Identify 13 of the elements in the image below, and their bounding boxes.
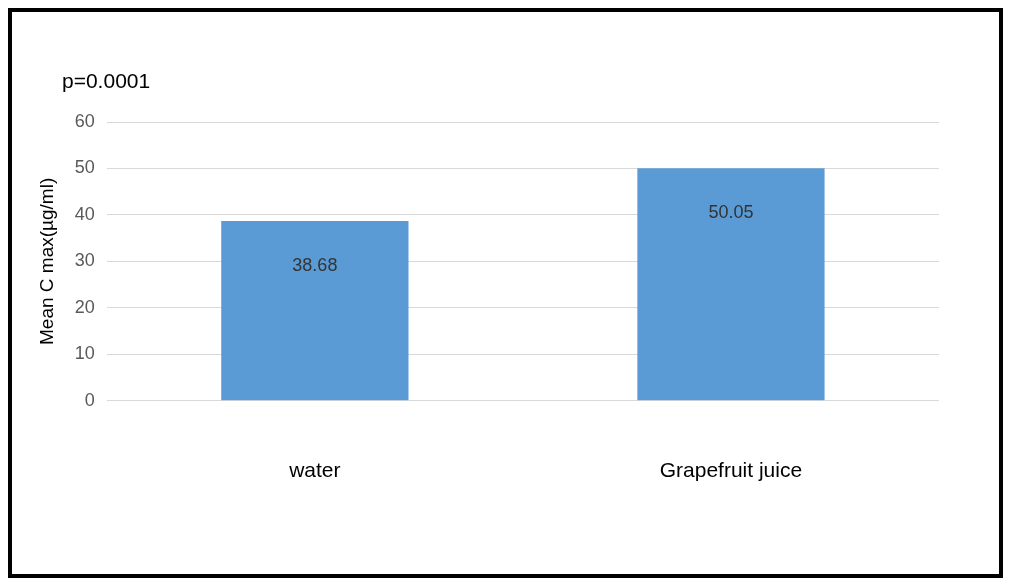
y-tick-label: 40 bbox=[74, 203, 95, 224]
y-tick-label: 60 bbox=[74, 110, 95, 131]
x-tick-label: water bbox=[288, 458, 341, 482]
y-tick-label: 10 bbox=[74, 343, 95, 364]
x-tick-label: Grapefruit juice bbox=[659, 458, 803, 482]
y-tick-label: 30 bbox=[74, 250, 95, 271]
y-tick-label: 50 bbox=[74, 157, 95, 178]
data-label: 38.68 bbox=[292, 255, 338, 276]
y-tick-label: 20 bbox=[74, 296, 95, 317]
text: p=0.0001 bbox=[62, 68, 151, 92]
y-tick-label: 0 bbox=[84, 389, 95, 410]
data-label: 50.05 bbox=[708, 202, 754, 223]
y-axis-title: Mean C max(µg/ml) bbox=[35, 177, 57, 345]
